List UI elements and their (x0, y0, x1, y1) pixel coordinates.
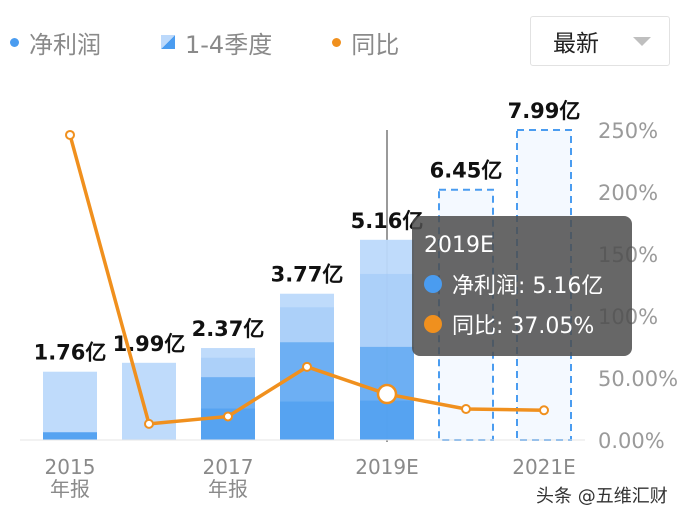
bar-data-label: 2.37亿 (192, 317, 265, 341)
tooltip-row-net-profit: 净利润: 5.16亿 (424, 264, 620, 304)
legend-item-quarters[interactable]: 1-4季度 (161, 25, 272, 60)
bar-data-label: 3.77亿 (271, 263, 344, 287)
watermark: 头条 @五维汇财 (536, 486, 668, 507)
bar-net-profit (43, 371, 97, 440)
yoy-point (144, 418, 154, 429)
y-axis-tick-label: 250% (598, 119, 658, 143)
yoy-point (461, 404, 471, 414)
legend-item-yoy[interactable]: 同比 (332, 25, 399, 60)
x-axis-tick-label: 2015 (45, 455, 96, 479)
x-axis-tick-label: 2017 (203, 455, 254, 479)
legend-label: 同比 (351, 30, 400, 59)
period-select-value: 最新 (553, 31, 599, 57)
tooltip-title: 2019E (424, 233, 494, 258)
x-axis-tick-label: 2019E (355, 455, 419, 479)
yoy-point (302, 361, 312, 372)
yoy-point (65, 129, 75, 140)
yoy-point (376, 383, 398, 405)
legend-item-net-profit[interactable]: 净利润 (10, 25, 101, 60)
bar-quarter-segment (360, 400, 414, 440)
chevron-down-icon (633, 36, 651, 46)
period-select[interactable]: 最新 (530, 16, 670, 66)
x-axis-tick-label: 年报 (208, 477, 248, 501)
y-axis-tick-label: 200% (598, 181, 658, 205)
chart-legend: 净利润 1-4季度 同比 (10, 22, 459, 62)
tooltip-dot-icon (424, 315, 442, 333)
tooltip-row-label: 同比: 37.05% (452, 314, 595, 339)
bar-quarter-segment (280, 307, 334, 343)
bar-quarter-segment (360, 273, 414, 347)
legend-label: 1-4季度 (185, 30, 273, 59)
y-axis-tick-label: 0.00% (598, 429, 665, 453)
bar-data-label: 5.16亿 (351, 209, 424, 233)
bar-quarter-segment (43, 432, 97, 440)
bar-data-label: 1.76亿 (34, 341, 107, 365)
bar-quarter-segment (201, 357, 255, 378)
legend-dot-icon (332, 37, 342, 47)
legend-square-icon (161, 35, 175, 49)
bar-data-label: 7.99亿 (508, 99, 581, 123)
y-axis-tick-label: 50.00% (598, 367, 678, 391)
x-axis-tick-label: 年报 (50, 477, 90, 501)
bar-quarter-segment (201, 377, 255, 409)
yoy-point (539, 405, 549, 416)
yoy-point (223, 411, 233, 422)
x-axis-tick-label: 2021E (512, 455, 576, 479)
tooltip-row-label: 净利润: 5.16亿 (452, 274, 604, 299)
tooltip-dot-icon (424, 275, 442, 293)
legend-dot-icon (10, 37, 19, 47)
bar-data-label: 6.45亿 (430, 159, 503, 183)
legend-label: 净利润 (29, 30, 101, 59)
tooltip-row-yoy: 同比: 37.05% (424, 304, 620, 344)
bar-quarter-segment (280, 401, 334, 440)
chart-tooltip: 2019E 净利润: 5.16亿 同比: 37.05% (412, 216, 632, 356)
